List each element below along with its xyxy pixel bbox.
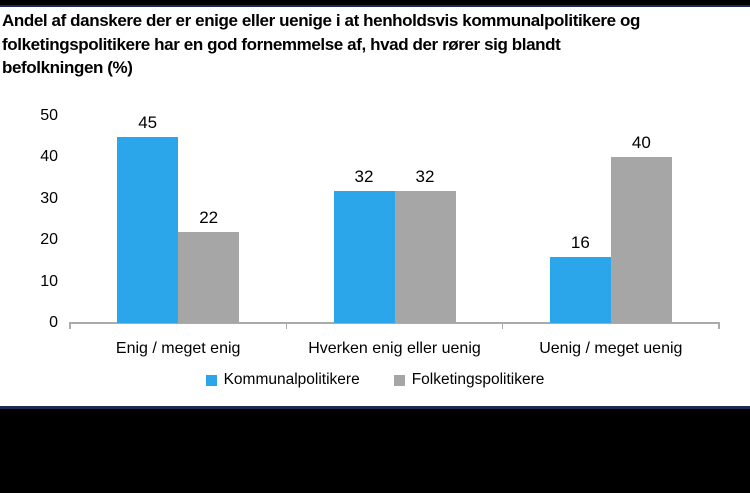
legend-item-kommunalpolitikere: Kommunalpolitikere — [205, 371, 360, 389]
bar-value-label: 45 — [138, 112, 158, 132]
bar-value-label: 22 — [199, 207, 219, 227]
x-axis-category-label: Hverken enig eller uenig — [308, 340, 481, 357]
bottom-border-bar — [0, 406, 750, 493]
x-axis-category-label: Enig / meget enig — [115, 340, 241, 357]
x-axis-tick-mark — [285, 323, 288, 329]
y-axis-tick-label: 40 — [40, 148, 58, 166]
x-axis-category-label: Uenig / meget uenig — [539, 340, 683, 357]
y-axis-tick-label: 10 — [40, 272, 58, 290]
bar-kommunalpolitikere-1 — [117, 136, 179, 323]
y-axis-tick-label: 30 — [40, 189, 58, 207]
chart-title-line-3: befolkningen (%) — [2, 58, 133, 77]
x-axis-tick-mark — [69, 323, 71, 329]
bar-chart: 0 10 20 30 40 50 45 22 Enig / meget enig 32 32 Hver… — [0, 107, 750, 389]
legend-label: Folketingspolitikere — [411, 371, 545, 388]
legend-swatch-icon — [393, 374, 405, 386]
bar-value-label: 32 — [415, 166, 435, 186]
bar-value-label: 32 — [354, 166, 374, 186]
bar-value-label: 16 — [570, 232, 590, 252]
top-border-bar — [0, 0, 750, 7]
y-axis-tick-label: 0 — [49, 314, 58, 331]
legend-item-folketingspolitikere: Folketingspolitikere — [393, 371, 545, 389]
chart-legend: Kommunalpolitikere Folketingspolitikere — [0, 371, 750, 389]
chart-title-line-1: Andel af danskere der er enige eller uen… — [2, 11, 640, 30]
x-axis-line — [69, 322, 720, 324]
bar-kommunalpolitikere-3 — [549, 256, 611, 323]
bar-kommunalpolitikere-2 — [333, 190, 395, 323]
y-axis-tick-label: 20 — [40, 231, 58, 249]
chart-title: Andel af danskere der er enige eller uen… — [2, 9, 750, 80]
bar-folketingspolitikere-1 — [178, 231, 240, 323]
chart-title-line-2: folketingspolitikere har en god fornemme… — [2, 34, 561, 54]
bar-folketingspolitikere-2 — [394, 190, 456, 323]
legend-swatch-icon — [205, 374, 217, 386]
bar-value-label: 40 — [631, 133, 651, 153]
bar-folketingspolitikere-3 — [610, 157, 672, 323]
x-axis-tick-mark — [501, 323, 504, 329]
x-axis-tick-mark — [718, 323, 720, 329]
legend-label: Kommunalpolitikere — [223, 371, 360, 388]
y-axis-tick-label: 50 — [40, 107, 58, 124]
